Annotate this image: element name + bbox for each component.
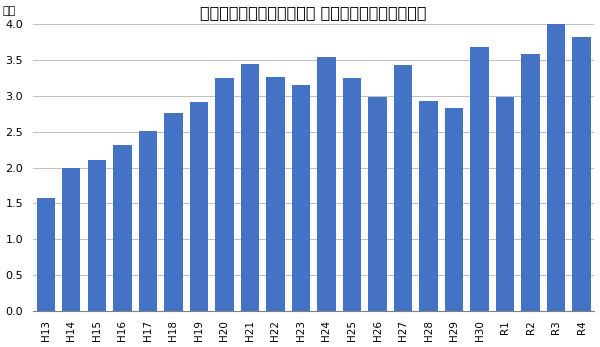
Title: ハロウィンジャンボ宝くじ 岩手県内発売実績の推移: ハロウィンジャンボ宝くじ 岩手県内発売実績の推移 bbox=[200, 6, 427, 20]
Bar bbox=[215, 78, 233, 311]
Bar bbox=[445, 108, 463, 311]
Bar bbox=[419, 101, 438, 311]
Bar bbox=[37, 198, 55, 311]
Bar bbox=[241, 64, 259, 311]
Bar bbox=[368, 98, 387, 311]
Bar bbox=[139, 131, 157, 311]
Bar bbox=[572, 37, 591, 311]
Bar bbox=[470, 47, 489, 311]
Bar bbox=[394, 65, 412, 311]
Bar bbox=[266, 77, 284, 311]
Bar bbox=[62, 168, 80, 311]
Bar bbox=[164, 113, 182, 311]
Bar bbox=[521, 54, 540, 311]
Bar bbox=[547, 24, 565, 311]
Bar bbox=[343, 78, 361, 311]
Bar bbox=[496, 98, 514, 311]
Bar bbox=[88, 160, 106, 311]
Text: 億円: 億円 bbox=[2, 6, 16, 16]
Bar bbox=[113, 145, 131, 311]
Bar bbox=[317, 57, 335, 311]
Bar bbox=[292, 85, 310, 311]
Bar bbox=[190, 102, 208, 311]
